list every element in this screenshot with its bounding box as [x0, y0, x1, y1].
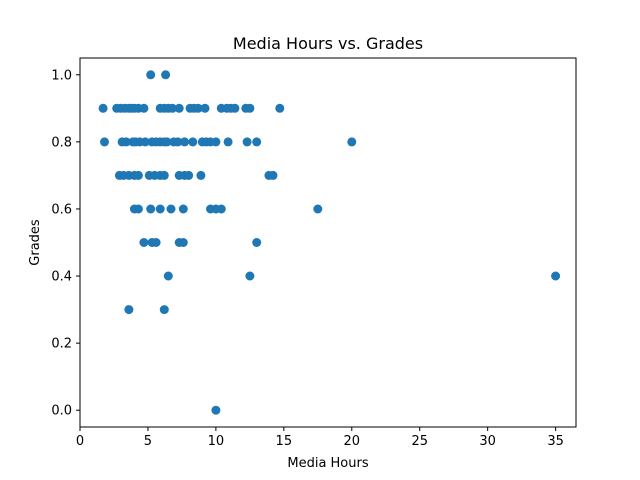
data-point [162, 137, 172, 147]
y-axis-label: Grades [28, 219, 43, 266]
data-point [178, 238, 188, 247]
data-point [100, 137, 109, 147]
data-point [133, 204, 143, 214]
plot-frame [79, 57, 577, 428]
y-axis-ticks: 0.0 0.2 0.4 0.6 0.8 1.0 [51, 68, 80, 419]
data-point [211, 405, 221, 415]
data-point [268, 170, 278, 180]
data-point [146, 70, 156, 80]
x-tick-label: 30 [479, 434, 496, 449]
data-point [245, 271, 255, 281]
data-point [347, 137, 357, 147]
data-point [146, 204, 156, 214]
data-point [230, 103, 240, 113]
chart-title: Media Hours vs. Grades [233, 34, 423, 53]
data-point [139, 103, 149, 113]
x-tick-label: 5 [144, 434, 152, 449]
data-point [211, 137, 221, 147]
x-tick-label: 0 [76, 434, 84, 449]
x-tick-label: 15 [276, 434, 293, 449]
y-tick-label: 0.8 [51, 135, 72, 150]
data-point [252, 238, 262, 247]
y-tick-label: 0.6 [51, 202, 72, 217]
data-point [174, 103, 184, 113]
data-point [159, 305, 169, 315]
data-point [173, 137, 183, 147]
data-point [275, 103, 285, 113]
data-point [313, 204, 323, 214]
x-axis-label: Media Hours [287, 456, 368, 471]
data-point [242, 137, 252, 147]
data-point [98, 103, 108, 113]
data-point [155, 204, 165, 214]
x-axis-ticks: 0 5 10 15 20 25 30 35 [76, 427, 564, 449]
data-point [193, 103, 203, 113]
data-point [167, 103, 177, 113]
data-point [159, 170, 169, 180]
x-tick-label: 25 [411, 434, 428, 449]
data-point [200, 103, 210, 113]
data-point [139, 238, 149, 247]
data-point [163, 271, 173, 281]
data-point [133, 170, 143, 180]
data-points [98, 70, 561, 415]
data-point [140, 137, 150, 147]
data-point [166, 204, 176, 214]
data-point [252, 137, 262, 147]
data-point [161, 70, 171, 80]
x-tick-label: 20 [344, 434, 361, 449]
data-point [188, 137, 198, 147]
data-point [245, 103, 255, 113]
data-point [216, 204, 226, 214]
y-tick-label: 0.4 [51, 270, 72, 285]
data-point [178, 204, 188, 214]
x-tick-label: 35 [547, 434, 564, 449]
data-point [151, 238, 161, 247]
data-point [196, 170, 206, 180]
x-tick-label: 10 [208, 434, 225, 449]
data-point [121, 137, 131, 147]
y-tick-label: 1.0 [51, 68, 72, 83]
data-point [223, 137, 233, 147]
data-point [184, 170, 194, 180]
data-point [124, 305, 134, 315]
y-tick-label: 0.0 [51, 404, 72, 419]
data-point [180, 137, 190, 147]
data-point [551, 271, 561, 281]
y-tick-label: 0.2 [51, 337, 72, 352]
